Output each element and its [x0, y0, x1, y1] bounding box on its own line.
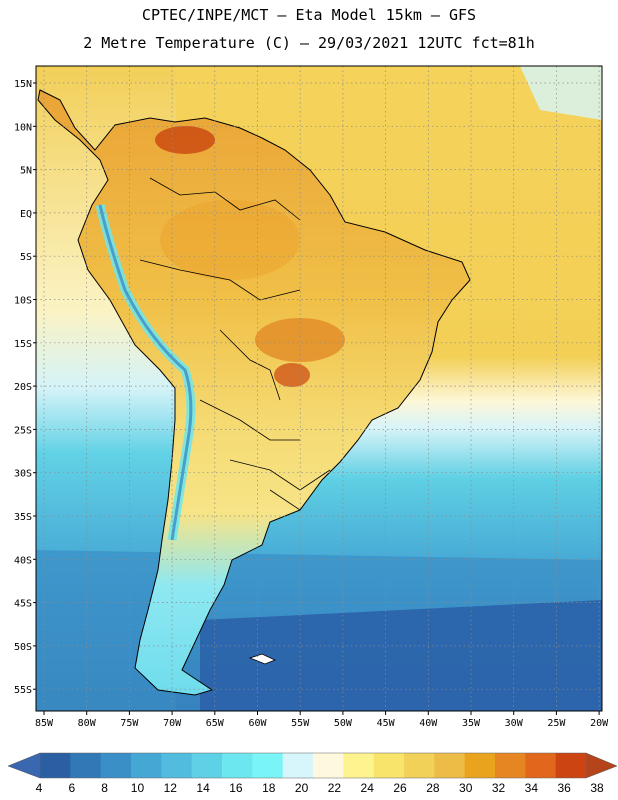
- colorbar-tick-label: 18: [262, 781, 276, 795]
- longitude-label: 80W: [78, 718, 97, 729]
- colorbar-swatch: [343, 753, 375, 778]
- chart-title-line-2: 2 Metre Temperature (C) – 29/03/2021 12U…: [83, 34, 535, 52]
- chart-title-line-1: CPTEC/INPE/MCT – Eta Model 15km – GFS: [141, 6, 477, 24]
- longitude-axis: 85W 80W 75W 70W 65W 60W 55W 50W 45W 40W 35W 30W 25W 2…: [35, 711, 609, 729]
- longitude-label: 65W: [206, 718, 225, 729]
- longitude-label: 60W: [248, 718, 267, 729]
- colorbar-swatch: [555, 753, 587, 778]
- latitude-label: 5S: [20, 252, 32, 263]
- longitude-label: 70W: [163, 718, 182, 729]
- colorbar-swatch: [404, 753, 435, 778]
- latitude-label: 40S: [14, 555, 32, 566]
- latitude-label: 45S: [14, 599, 32, 610]
- latitude-label: 35S: [14, 512, 32, 523]
- colorbar-swatch: [70, 753, 102, 778]
- colorbar-swatch: [313, 753, 344, 778]
- south-america-landmass: [37, 89, 471, 696]
- colorbar-tick-label: 16: [229, 781, 243, 795]
- latitude-label: 15N: [14, 79, 32, 90]
- colorbar-tick-label: 6: [68, 781, 76, 795]
- colorbar-tick-label: 34: [524, 781, 539, 795]
- longitude-label: 40W: [419, 718, 438, 729]
- colorbar-swatch: [495, 753, 526, 778]
- colorbar-min-arrow: [7, 752, 41, 779]
- colorbar-swatch: [161, 753, 193, 778]
- colorbar-tick-label: 14: [196, 781, 210, 795]
- colorbar-tick-label: 4: [35, 781, 43, 795]
- colorbar-tick-label: 8: [101, 781, 108, 795]
- longitude-label: 25W: [547, 718, 566, 729]
- colorbar-swatch: [464, 753, 496, 778]
- longitude-label: 30W: [505, 718, 524, 729]
- colorbar-swatch: [252, 753, 284, 778]
- longitude-label: 20W: [590, 718, 609, 729]
- latitude-label: 55S: [14, 685, 32, 696]
- latitude-label: EQ: [20, 209, 32, 220]
- colorbar-swatch: [131, 753, 162, 778]
- latitude-label: 20S: [14, 382, 32, 393]
- longitude-label: 45W: [377, 718, 396, 729]
- colorbar-swatch: [40, 753, 71, 778]
- latitude-label: 25S: [14, 425, 32, 436]
- colorbar-tick-label: 26: [393, 781, 407, 795]
- colorbar-tick-label: 12: [163, 781, 177, 795]
- colorbar-swatch: [222, 753, 253, 778]
- colorbar-max-arrow: [585, 752, 618, 779]
- colorbar-swatch: [434, 753, 466, 778]
- longitude-label: 75W: [120, 718, 139, 729]
- colorbar-tick-label: 10: [130, 781, 145, 795]
- colorbar-swatch: [373, 753, 405, 778]
- colorbar-tick-label: 36: [557, 781, 571, 795]
- longitude-label: 55W: [291, 718, 310, 729]
- colorbar-swatch: [282, 753, 314, 778]
- colorbar-tick-label: 28: [426, 781, 440, 795]
- temperature-colorbar: [7, 752, 618, 779]
- colorbar-tick-label: 24: [360, 781, 374, 795]
- map-frame: [35, 65, 603, 712]
- colorbar-tick-label: 38: [590, 781, 604, 795]
- longitude-label: 50W: [334, 718, 353, 729]
- colorbar-tick-label: 32: [491, 781, 506, 795]
- colorbar-tick-label: 30: [459, 781, 473, 795]
- colorbar-tick-label: 22: [327, 781, 342, 795]
- latitude-label: 10N: [14, 122, 32, 133]
- latitude-label: 10S: [14, 296, 32, 307]
- latitude-label: 15S: [14, 339, 32, 350]
- colorbar-swatch: [525, 753, 557, 778]
- country-borders: [139, 177, 331, 511]
- latitude-label: 30S: [14, 469, 32, 480]
- colorbar-tick-label: 20: [294, 781, 309, 795]
- latitude-label: 5N: [20, 166, 32, 177]
- longitude-label: 85W: [35, 718, 54, 729]
- colorbar-swatch: [100, 753, 132, 778]
- colorbar-swatch: [191, 753, 223, 778]
- longitude-label: 35W: [462, 718, 481, 729]
- latitude-label: 50S: [14, 642, 32, 653]
- latitude-axis: 15N 10N 5N EQ 5S 10S 15S 20S 25S 30S 35S 40S 45S 50S 5…: [14, 79, 36, 696]
